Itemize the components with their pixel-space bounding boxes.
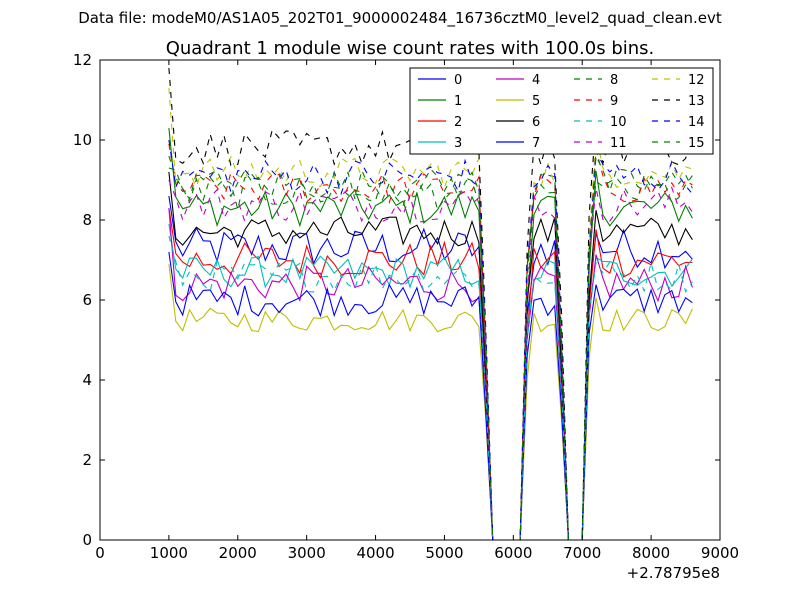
x-tick-label: 0 xyxy=(95,544,105,562)
series-line-11 xyxy=(168,179,693,540)
legend-label-7: 7 xyxy=(532,136,540,151)
series-layer xyxy=(168,67,693,540)
x-offset-label: +2.78795e8 xyxy=(627,564,720,582)
legend-label-3: 3 xyxy=(454,136,462,151)
y-tick-label: 2 xyxy=(82,451,92,469)
y-tick-label: 12 xyxy=(73,51,92,69)
legend-label-15: 15 xyxy=(688,136,705,151)
series-line-5 xyxy=(168,263,693,540)
y-tick-label: 8 xyxy=(82,211,92,229)
legend-label-13: 13 xyxy=(688,94,705,109)
legend-label-9: 9 xyxy=(610,94,618,109)
legend-label-10: 10 xyxy=(610,115,627,130)
series-line-2 xyxy=(168,207,693,540)
x-tick-label: 8000 xyxy=(632,544,670,562)
y-tick-label: 10 xyxy=(73,131,92,149)
series-line-3 xyxy=(168,223,693,540)
x-tick-label: 4000 xyxy=(356,544,394,562)
legend-label-0: 0 xyxy=(454,73,462,88)
series-line-8 xyxy=(168,155,693,540)
legend-label-6: 6 xyxy=(532,115,540,130)
x-tick-label: 2000 xyxy=(219,544,257,562)
series-line-0 xyxy=(168,195,693,540)
legend-label-11: 11 xyxy=(610,136,627,151)
legend-label-4: 4 xyxy=(532,73,540,88)
series-line-7 xyxy=(168,251,693,540)
series-line-14 xyxy=(168,139,693,540)
legend-box xyxy=(409,67,714,155)
series-line-1 xyxy=(168,127,693,540)
x-tick-label: 6000 xyxy=(494,544,532,562)
legend-label-14: 14 xyxy=(688,115,705,130)
y-tick-label: 4 xyxy=(82,371,92,389)
series-line-15 xyxy=(168,154,693,540)
x-tick-label: 3000 xyxy=(288,544,326,562)
x-tick-label: 7000 xyxy=(563,544,601,562)
legend-label-2: 2 xyxy=(454,115,462,130)
series-line-9 xyxy=(168,143,693,540)
datafile-label: Data file: modeM0/AS1A05_202T01_90000024… xyxy=(78,9,722,28)
legend-label-1: 1 xyxy=(454,94,462,109)
y-tick-label: 0 xyxy=(82,531,92,549)
axis-ticks: 0 1000 2000 3000 4000 5000 6000 7000 8000 9000 0 2 4… xyxy=(73,51,739,562)
series-line-10 xyxy=(168,235,693,540)
x-tick-label: 5000 xyxy=(425,544,463,562)
series-line-13 xyxy=(168,67,693,540)
legend-label-5: 5 xyxy=(532,94,540,109)
y-tick-label: 6 xyxy=(82,291,92,309)
x-tick-label: 9000 xyxy=(701,544,739,562)
legend-label-8: 8 xyxy=(610,73,618,88)
chart-title: Quadrant 1 module wise count rates with … xyxy=(166,38,655,59)
series-line-12 xyxy=(168,87,693,540)
x-tick-label: 1000 xyxy=(150,544,188,562)
series-line-6 xyxy=(168,171,693,540)
legend-label-12: 12 xyxy=(688,73,705,88)
